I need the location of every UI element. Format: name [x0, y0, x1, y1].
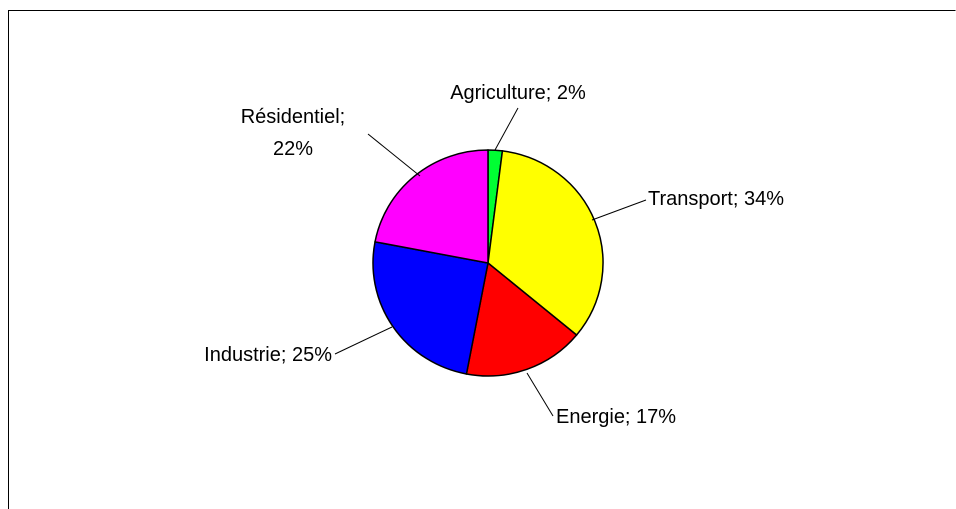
pie-slice [487, 150, 604, 337]
data-label-line: Industrie; 25% [204, 344, 332, 366]
data-label: Résidentiel; 22% [241, 106, 346, 160]
data-label-line: Energie; 17% [556, 406, 676, 428]
leader-line [494, 107, 519, 151]
data-label: Industrie; 25% [204, 344, 332, 366]
leader-line [334, 326, 393, 355]
chart-frame [8, 10, 956, 509]
data-label-line: Résidentiel; [241, 106, 346, 128]
leader-line [526, 372, 554, 417]
pie-slice [465, 261, 578, 377]
pie-slice [374, 149, 489, 264]
leader-line [367, 133, 421, 177]
leader-line [591, 199, 647, 221]
data-label: Agriculture; 2% [450, 82, 586, 104]
data-label-line: 22% [273, 138, 313, 160]
data-label: Energie; 17% [556, 406, 676, 428]
data-label-line: Transport; 34% [648, 188, 784, 210]
data-label-line: Agriculture; 2% [450, 82, 586, 104]
data-label: Transport; 34% [648, 188, 784, 210]
pie-slice [372, 240, 489, 375]
